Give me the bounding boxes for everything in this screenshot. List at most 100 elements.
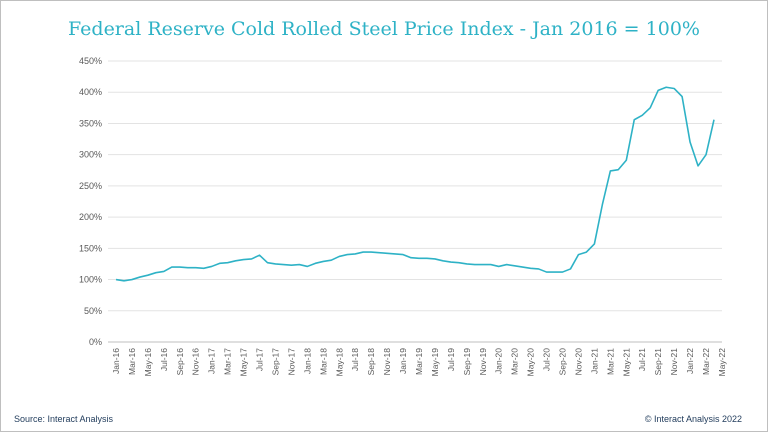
- x-tick-label: Nov-18: [382, 348, 392, 376]
- data-point: [338, 255, 340, 257]
- x-tick-label: May-22: [717, 348, 727, 377]
- x-tick-label: May-18: [334, 348, 344, 377]
- data-point: [649, 107, 651, 109]
- data-point: [601, 203, 603, 205]
- data-point: [226, 261, 228, 263]
- x-tick-label: Jan-21: [589, 348, 599, 374]
- x-tick-label: Mar-18: [318, 348, 328, 375]
- data-point: [242, 258, 244, 260]
- data-point: [442, 260, 444, 262]
- x-tick-label: May-17: [239, 348, 249, 377]
- y-tick-label: 450%: [79, 56, 102, 66]
- data-point: [394, 253, 396, 255]
- data-point: [689, 141, 691, 143]
- data-point: [234, 260, 236, 262]
- chart-title: Federal Reserve Cold Rolled Steel Price …: [68, 18, 700, 40]
- y-tick-label: 400%: [79, 87, 102, 97]
- x-tick-label: Jan-17: [207, 348, 217, 374]
- copyright-note: © Interact Analysis 2022: [644, 414, 742, 424]
- data-point: [458, 261, 460, 263]
- data-point: [346, 253, 348, 255]
- x-tick-label: May-19: [430, 348, 440, 377]
- x-tick-label: Jan-22: [685, 348, 695, 374]
- data-point: [657, 89, 659, 91]
- x-tick-label: Mar-22: [701, 348, 711, 375]
- x-tick-label: May-21: [621, 348, 631, 377]
- data-point: [697, 165, 699, 167]
- x-tick-label: Sep-16: [175, 348, 185, 376]
- y-tick-label: 350%: [79, 118, 102, 128]
- data-point: [426, 257, 428, 259]
- data-point: [633, 118, 635, 120]
- x-tick-label: May-16: [143, 348, 153, 377]
- data-point: [179, 266, 181, 268]
- data-point: [617, 168, 619, 170]
- data-point: [505, 263, 507, 265]
- y-tick-label: 50%: [84, 306, 102, 316]
- x-tick-label: Nov-17: [286, 348, 296, 376]
- x-tick-label: Jan-18: [302, 348, 312, 374]
- data-point: [290, 264, 292, 266]
- x-tick-label: Mar-17: [223, 348, 233, 375]
- data-point: [713, 118, 715, 120]
- x-tick-label: Nov-19: [478, 348, 488, 376]
- data-point: [171, 266, 173, 268]
- x-tick-label: Sep-20: [558, 348, 568, 376]
- data-point: [163, 270, 165, 272]
- y-tick-label: 0%: [89, 337, 102, 347]
- data-point: [681, 95, 683, 97]
- data-point: [625, 159, 627, 161]
- source-note: Source: Interact Analysis: [14, 414, 114, 424]
- x-tick-label: Nov-16: [191, 348, 201, 376]
- x-tick-label: Jul-17: [255, 348, 265, 371]
- x-tick-label: Sep-19: [462, 348, 472, 376]
- x-tick-label: Jul-19: [446, 348, 456, 371]
- data-point: [521, 266, 523, 268]
- data-point: [545, 271, 547, 273]
- data-point: [298, 263, 300, 265]
- data-point: [266, 261, 268, 263]
- x-tick-label: Sep-18: [366, 348, 376, 376]
- x-tick-label: Mar-21: [605, 348, 615, 375]
- x-tick-label: Jan-20: [494, 348, 504, 374]
- x-tick-label: Mar-19: [414, 348, 424, 375]
- data-point: [322, 260, 324, 262]
- y-tick-label: 100%: [79, 275, 102, 285]
- y-tick-label: 250%: [79, 181, 102, 191]
- data-point: [569, 268, 571, 270]
- data-point: [609, 170, 611, 172]
- data-point: [410, 257, 412, 259]
- data-point: [673, 87, 675, 89]
- x-tick-label: May-20: [526, 348, 536, 377]
- data-point: [362, 251, 364, 253]
- data-point: [577, 253, 579, 255]
- data-point: [418, 257, 420, 259]
- data-point: [529, 267, 531, 269]
- data-point: [585, 251, 587, 253]
- x-tick-label: Sep-17: [270, 348, 280, 376]
- data-point: [593, 243, 595, 245]
- data-point: [210, 265, 212, 267]
- data-point: [250, 258, 252, 260]
- x-tick-label: Jul-18: [350, 348, 360, 371]
- data-point: [474, 263, 476, 265]
- data-point: [282, 263, 284, 265]
- data-point: [498, 265, 500, 267]
- data-point: [561, 271, 563, 273]
- data-point: [402, 253, 404, 255]
- data-point: [641, 114, 643, 116]
- x-tick-label: Nov-20: [573, 348, 583, 376]
- series-line: [115, 86, 715, 282]
- data-point: [203, 267, 205, 269]
- data-point: [139, 276, 141, 278]
- data-point: [274, 263, 276, 265]
- data-point: [370, 251, 372, 253]
- x-tick-label: Jul-20: [542, 348, 552, 371]
- x-tick-label: Sep-21: [653, 348, 663, 376]
- data-point: [513, 265, 515, 267]
- y-tick-label: 200%: [79, 212, 102, 222]
- data-point: [378, 252, 380, 254]
- data-point: [434, 258, 436, 260]
- data-point: [195, 266, 197, 268]
